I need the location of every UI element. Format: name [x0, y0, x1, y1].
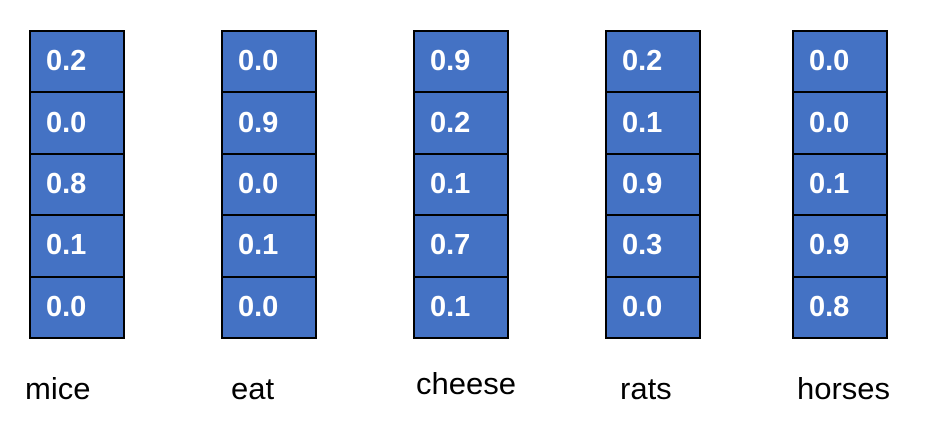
vector-cell: 0.0 [223, 152, 315, 215]
vector-cell: 0.7 [415, 214, 507, 276]
vector-rats: 0.2 0.1 0.9 0.3 0.0 [605, 30, 701, 339]
vector-cell: 0.3 [607, 214, 699, 276]
vector-cell: 0.1 [607, 91, 699, 153]
vector-horses: 0.0 0.0 0.1 0.9 0.8 [792, 30, 888, 339]
vector-eat: 0.0 0.9 0.0 0.1 0.0 [221, 30, 317, 339]
vector-cell: 0.0 [223, 275, 315, 338]
vector-cell: 0.1 [31, 214, 123, 276]
vector-mice: 0.2 0.0 0.8 0.1 0.0 [29, 30, 125, 339]
vector-cell: 0.2 [415, 91, 507, 153]
vector-cell: 0.0 [794, 91, 886, 153]
word-label-horses: horses [797, 371, 891, 406]
vector-cell: 0.1 [223, 214, 315, 276]
vector-cell: 0.0 [223, 32, 315, 92]
word-label-cheese: cheese [416, 366, 516, 401]
vector-cell: 0.9 [415, 32, 507, 92]
word-label-rats: rats [620, 371, 672, 406]
vector-cell: 0.1 [794, 152, 886, 215]
vector-cheese: 0.9 0.2 0.1 0.7 0.1 [413, 30, 509, 339]
vector-cell: 0.0 [607, 275, 699, 338]
vector-cell: 0.2 [607, 32, 699, 92]
vector-cell: 0.9 [607, 152, 699, 215]
vector-cell: 0.1 [415, 275, 507, 338]
vector-cell: 0.0 [794, 32, 886, 92]
vector-cell: 0.8 [794, 275, 886, 338]
vector-cell: 0.9 [794, 214, 886, 276]
word-label-eat: eat [231, 371, 275, 406]
word-label-mice: mice [25, 371, 91, 406]
vector-cell: 0.0 [31, 91, 123, 153]
vector-cell: 0.0 [31, 275, 123, 338]
vector-cell: 0.2 [31, 32, 123, 92]
vector-cell: 0.9 [223, 91, 315, 153]
vector-cell: 0.1 [415, 152, 507, 215]
vector-cell: 0.8 [31, 152, 123, 215]
